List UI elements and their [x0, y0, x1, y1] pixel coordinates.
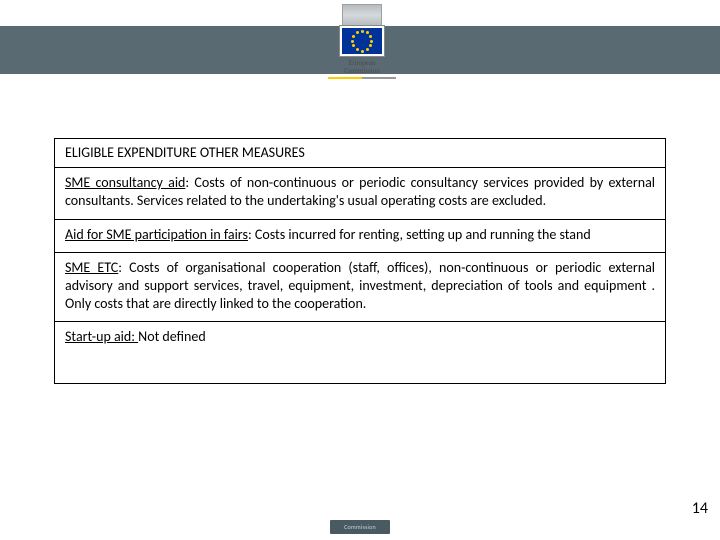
row-body: Not defined [138, 328, 206, 345]
table-cell: SME consultancy aid: Costs of non-contin… [55, 168, 666, 219]
logo-building-icon [342, 4, 382, 26]
footer-logo-text: Commission [330, 520, 390, 534]
row-lead: Start-up aid: [65, 328, 138, 345]
eligible-expenditure-table: ELIGIBLE EXPENDITURE OTHER MEASURES SME … [54, 138, 666, 384]
table-cell: SME ETC: Costs of organisational coopera… [55, 252, 666, 322]
table-cell: Aid for SME participation in fairs: Cost… [55, 219, 666, 252]
table-row: SME ETC: Costs of organisational coopera… [55, 252, 666, 322]
table-title: ELIGIBLE EXPENDITURE OTHER MEASURES [65, 144, 305, 161]
logo-underline [328, 77, 396, 79]
footer-logo: Commission [330, 520, 390, 534]
table-row: SME consultancy aid: Costs of non-contin… [55, 168, 666, 219]
page-number: 14 [692, 499, 708, 518]
row-lead: Aid for SME participation in fairs [65, 226, 248, 243]
table-row: ELIGIBLE EXPENDITURE OTHER MEASURES [55, 139, 666, 168]
row-body: : Costs of organisational cooperation (s… [65, 259, 655, 312]
logo-text-line2: Commission [344, 67, 379, 75]
table-row: Start-up aid: Not defined [55, 322, 666, 383]
row-body: : Costs incurred for renting, setting up… [248, 226, 591, 243]
ec-logo: European Commission [327, 4, 397, 100]
table-cell: Start-up aid: Not defined [55, 322, 666, 383]
eu-flag-icon [340, 26, 384, 56]
row-lead: SME ETC [65, 259, 118, 276]
row-lead: SME consultancy aid [65, 174, 185, 191]
logo-text-line1: European [349, 59, 376, 67]
table-title-cell: ELIGIBLE EXPENDITURE OTHER MEASURES [55, 139, 666, 168]
eu-stars-icon [351, 30, 373, 52]
table-row: Aid for SME participation in fairs: Cost… [55, 219, 666, 252]
logo-text: European Commission [344, 59, 379, 75]
